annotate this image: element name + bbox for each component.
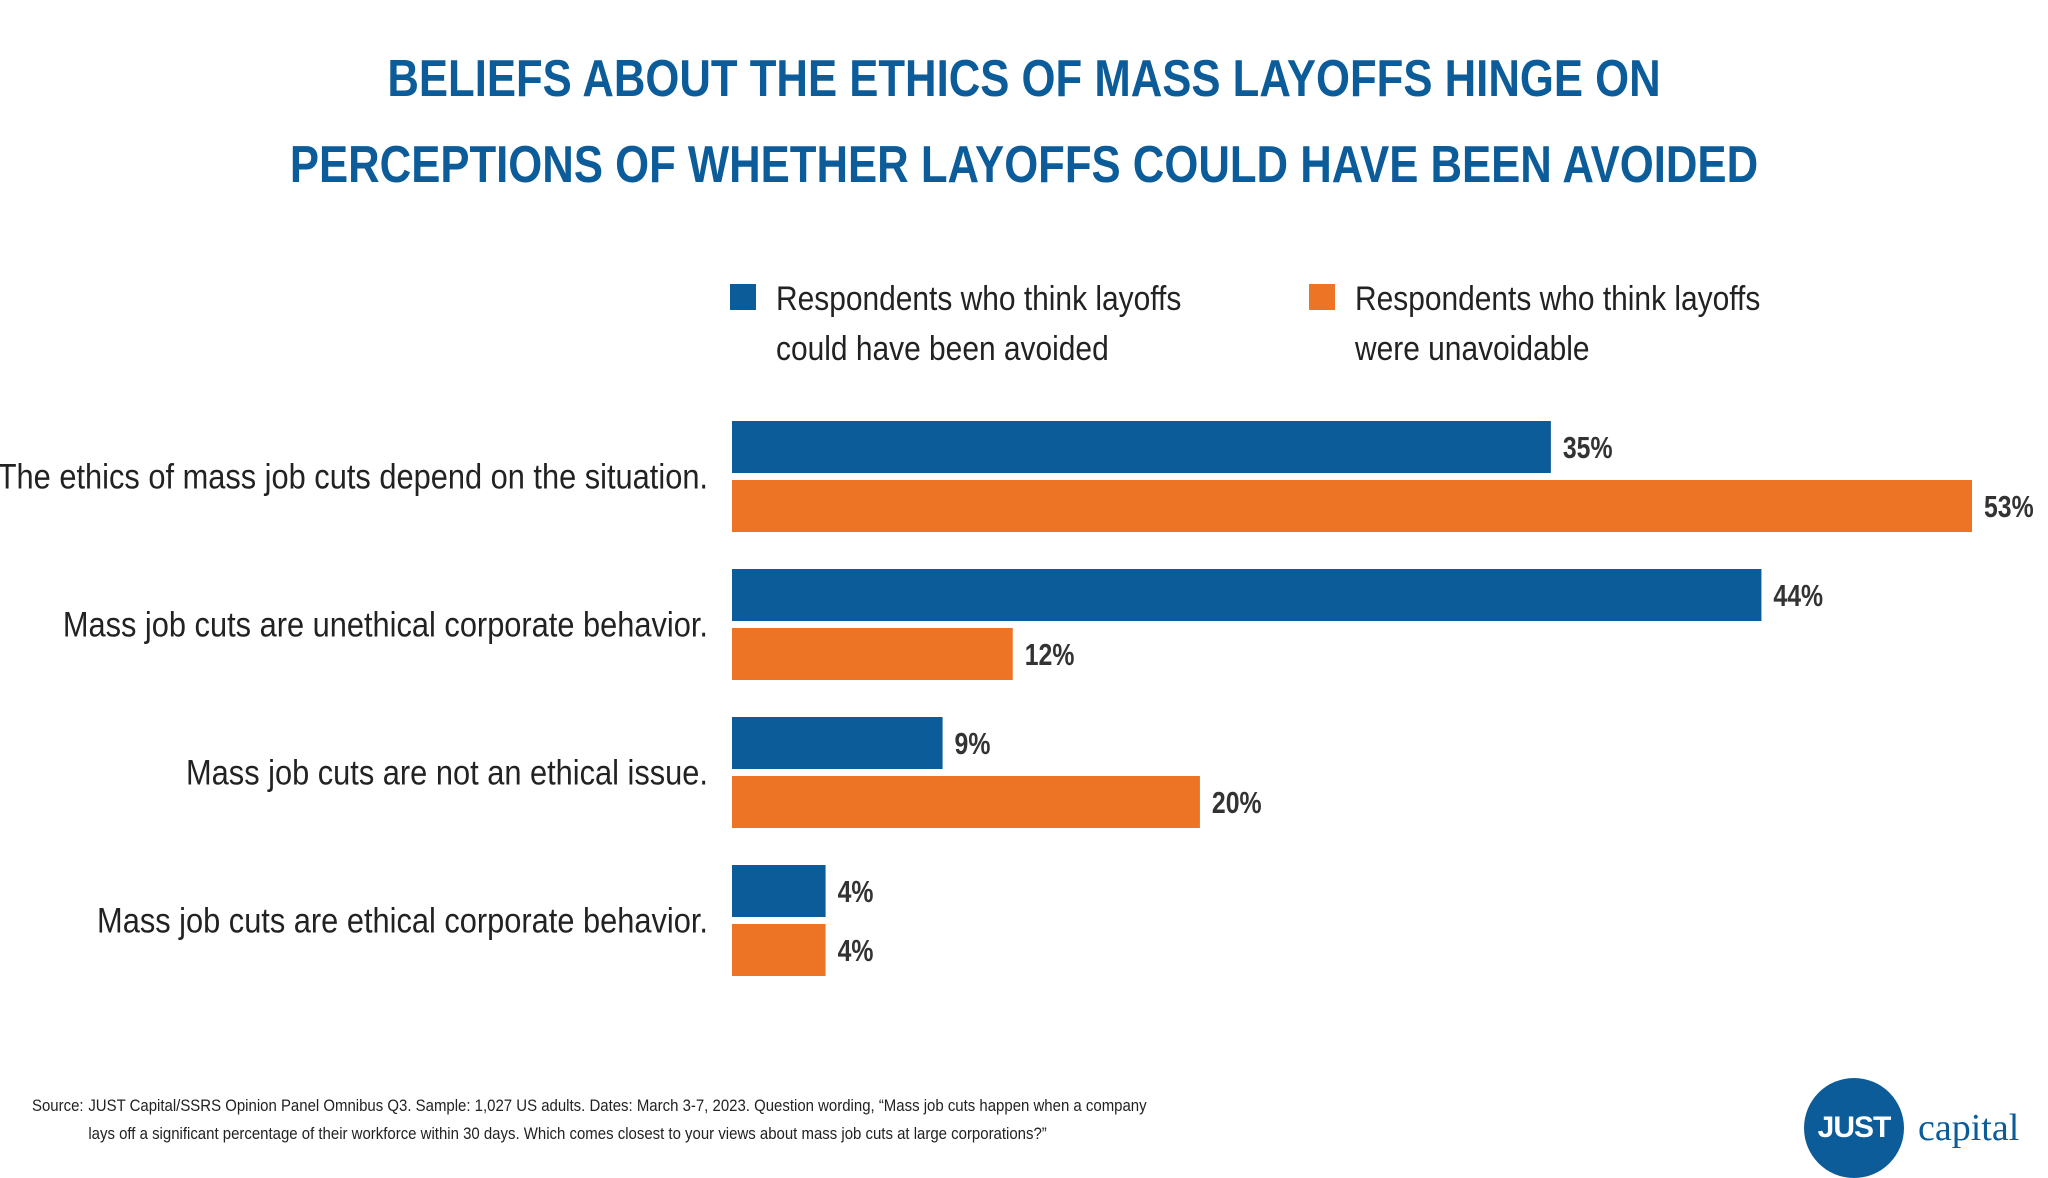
source-line-2: lays off a significant percentage of the… — [88, 1124, 1047, 1143]
bar-unavoidable — [732, 628, 1013, 680]
legend-swatch-unavoidable — [1309, 284, 1335, 310]
chart-title: BELIEFS ABOUT THE ETHICS OF MASS LAYOFFS… — [164, 36, 1884, 208]
just-capital-logo: JUST capital — [1804, 1078, 2019, 1178]
data-label: 20% — [1212, 785, 1262, 819]
legend-label-unavoidable: Respondents who think layoffs were unavo… — [1355, 280, 1761, 368]
bar-avoided — [732, 569, 1762, 621]
bar-unavoidable — [732, 776, 1200, 828]
category-label: Mass job cuts are not an ethical issue. — [186, 753, 708, 792]
bar-unavoidable — [732, 924, 826, 976]
legend-item-unavoidable: Respondents who think layoffs were unavo… — [1309, 274, 1915, 374]
data-label: 53% — [1984, 489, 2034, 523]
bar-avoided — [732, 865, 826, 917]
bar-unavoidable — [732, 480, 1972, 532]
data-label: 35% — [1563, 430, 1613, 464]
legend-swatch-avoided — [730, 284, 756, 310]
bar-avoided — [732, 717, 943, 769]
data-label: 4% — [838, 874, 874, 908]
category-label: The ethics of mass job cuts depend on th… — [0, 457, 708, 496]
data-label: 9% — [955, 726, 991, 760]
legend-item-avoided: Respondents who think layoffs could have… — [730, 274, 1336, 374]
logo-circle: JUST — [1804, 1078, 1904, 1178]
bar-avoided — [732, 421, 1551, 473]
category-label: Mass job cuts are unethical corporate be… — [63, 605, 708, 644]
source-line-1: JUST Capital/SSRS Opinion Panel Omnibus … — [88, 1096, 1147, 1115]
category-label: Mass job cuts are ethical corporate beha… — [97, 901, 708, 940]
source-key: Source: — [32, 1096, 84, 1115]
chart-title-line-2: PERCEPTIONS OF WHETHER LAYOFFS COULD HAV… — [289, 136, 1759, 194]
chart-title-line-1: BELIEFS ABOUT THE ETHICS OF MASS LAYOFFS… — [387, 50, 1661, 108]
data-label: 12% — [1025, 637, 1075, 671]
data-label: 4% — [838, 933, 874, 967]
logo-word: capital — [1918, 1107, 2020, 1149]
legend-label-avoided: Respondents who think layoffs could have… — [776, 280, 1182, 368]
data-label: 44% — [1773, 578, 1823, 612]
source-note: Source: JUST Capital/SSRS Opinion Panel … — [32, 1092, 1264, 1148]
